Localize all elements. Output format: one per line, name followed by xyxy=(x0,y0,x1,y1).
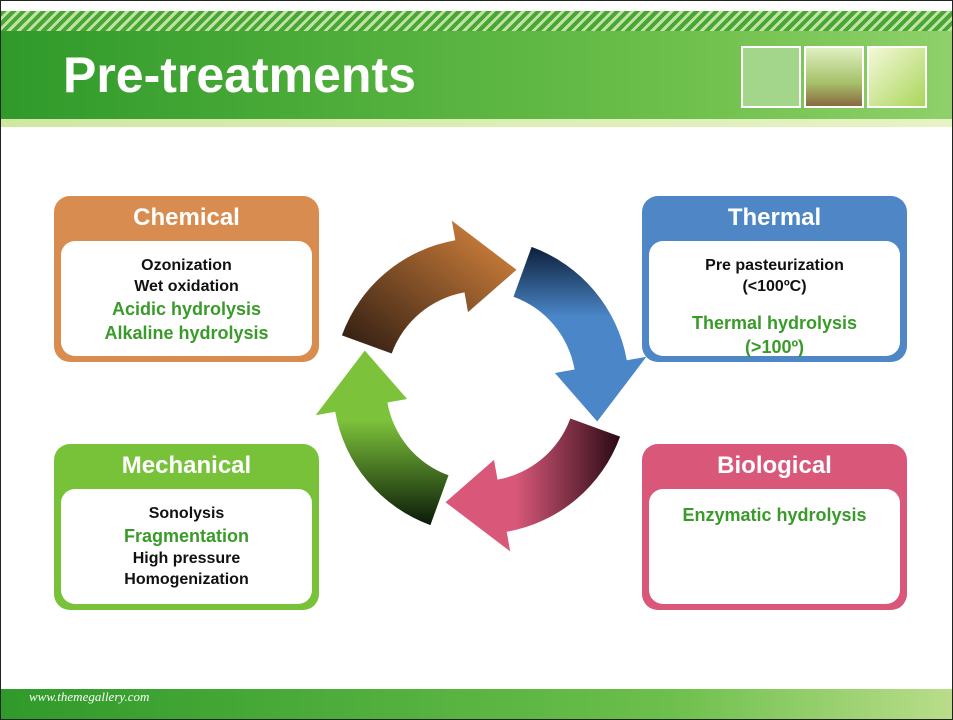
box-item: Homogenization xyxy=(61,569,312,590)
box-item: Thermal hydrolysis xyxy=(649,311,900,335)
box-body: Pre pasteurization(<100ºC) Thermal hydrol… xyxy=(649,241,900,356)
cycle-arrow xyxy=(514,247,647,422)
slide: Pre-treatments ChemicalOzonizationWet ox… xyxy=(0,0,953,720)
box-item: Fragmentation xyxy=(61,524,312,548)
box-item: (>100º) xyxy=(649,335,900,359)
cycle-arrow xyxy=(316,351,449,526)
footer-url: www.themegallery.com xyxy=(29,689,149,705)
box-item: Acidic hydrolysis xyxy=(61,297,312,321)
box-title: Thermal xyxy=(642,204,907,232)
box-item: Pre pasteurization xyxy=(649,255,900,276)
box-item: High pressure xyxy=(61,548,312,569)
biological-box: Biological Enzymatic hydrolysis xyxy=(642,444,907,610)
box-item: Alkaline hydrolysis xyxy=(61,321,312,345)
box-body: Enzymatic hydrolysis xyxy=(649,489,900,604)
box-item: Ozonization xyxy=(61,255,312,276)
box-item: Wet oxidation xyxy=(61,276,312,297)
cycle-arrow xyxy=(342,221,517,354)
cycle-arrow xyxy=(446,419,621,552)
thermal-box: Thermal Pre pasteurization(<100ºC) Thermal… xyxy=(642,196,907,362)
box-item: Enzymatic hydrolysis xyxy=(649,503,900,527)
box-title: Biological xyxy=(642,452,907,480)
box-title: Mechanical xyxy=(54,452,319,480)
box-item: (<100ºC) xyxy=(649,276,900,297)
box-item: Sonolysis xyxy=(61,503,312,524)
box-title: Chemical xyxy=(54,204,319,232)
